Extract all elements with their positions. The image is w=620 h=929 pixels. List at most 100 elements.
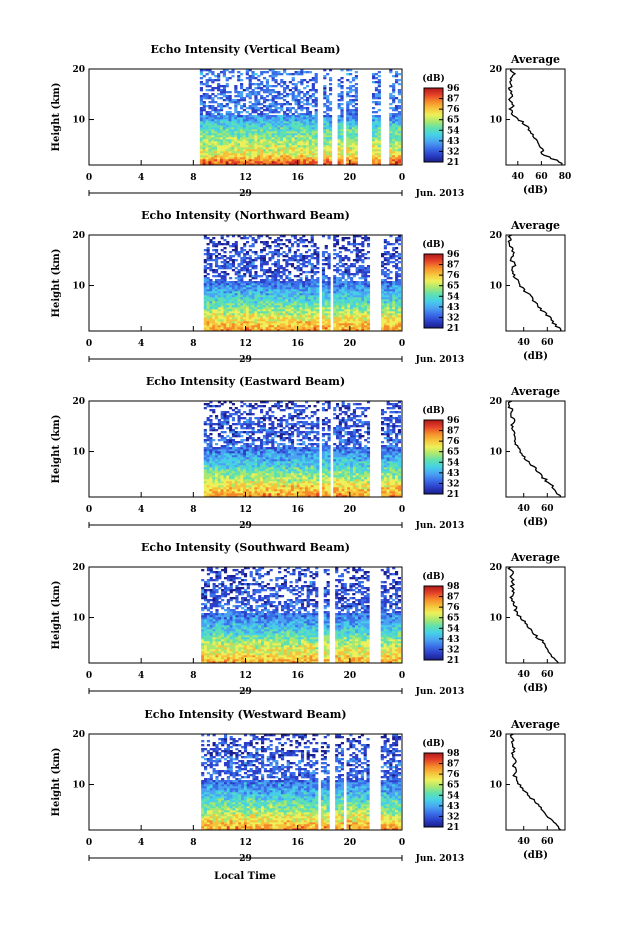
profile-title: Average [510, 219, 560, 232]
profile-x-label: (dB) [523, 850, 548, 861]
y-axis-label: Height (km) [51, 249, 62, 318]
panel-1: Echo Intensity (Vertical Beam) Height (km… [51, 43, 571, 199]
profile-x-tick-label: 40 [517, 504, 530, 514]
colorbar-tick-label: 43 [447, 635, 460, 645]
x-tick-label: 0 [86, 838, 92, 848]
profile-title: Average [510, 551, 560, 564]
heatmap-cells [199, 69, 401, 166]
x-tick-label: 20 [344, 838, 357, 848]
date-month-year: Jun. 2013 [415, 189, 465, 199]
colorbar-tick-label: 43 [447, 303, 460, 313]
colorbar-tick-label: 76 [447, 437, 460, 447]
panel-3: Echo Intensity (Eastward Beam) Height (km… [51, 375, 566, 531]
x-tick-label: 8 [190, 838, 196, 848]
colorbar-tick-label: 87 [447, 95, 460, 105]
date-month-year: Jun. 2013 [415, 355, 465, 365]
x-tick-label: 0 [399, 173, 405, 183]
y-tick-label: 10 [72, 614, 85, 624]
y-tick-label: 10 [72, 116, 85, 126]
profile-y-tick-label: 20 [489, 730, 502, 740]
panel-2: Echo Intensity (Northward Beam) Height (k… [51, 209, 566, 365]
colorbar-tick-label: 54 [447, 126, 460, 136]
profile-y-tick-label: 20 [489, 563, 502, 573]
x-tick-label: 12 [239, 505, 252, 515]
y-axis-label: Height (km) [51, 83, 62, 152]
colorbar-tick-label: 54 [447, 791, 460, 801]
x-tick-label: 0 [86, 671, 92, 681]
profile-frame [505, 400, 566, 498]
profile-line [507, 234, 562, 332]
heatmap-cells [203, 235, 401, 332]
x-tick-label: 20 [344, 339, 357, 349]
date-day: 29 [239, 521, 252, 531]
profile-frame [505, 733, 566, 831]
x-tick-label: 8 [190, 173, 196, 183]
panel-title: Echo Intensity (Vertical Beam) [150, 43, 340, 56]
y-tick-label: 20 [72, 231, 85, 241]
colorbar-unit: (dB) [422, 571, 444, 582]
colorbar-tick-label: 98 [447, 582, 460, 592]
colorbar [423, 253, 444, 329]
x-tick-label: 12 [239, 339, 252, 349]
colorbar-tick-label: 65 [447, 448, 460, 458]
profile-y-tick-label: 10 [489, 781, 502, 791]
date-month-year: Jun. 2013 [415, 521, 465, 531]
x-tick-label: 0 [399, 339, 405, 349]
x-axis-label: Local Time [214, 871, 276, 882]
colorbar-tick-label: 76 [447, 603, 460, 613]
date-day: 29 [239, 687, 252, 697]
x-tick-label: 12 [239, 671, 252, 681]
y-tick-label: 10 [72, 282, 85, 292]
profile-frame [505, 68, 566, 166]
colorbar-tick-label: 65 [447, 781, 460, 791]
y-tick-label: 10 [72, 448, 85, 458]
profile-x-tick-label: 80 [559, 172, 572, 182]
colorbar-tick-label: 54 [447, 292, 460, 302]
x-tick-label: 12 [239, 173, 252, 183]
colorbar-tick-label: 21 [447, 324, 460, 334]
colorbar-tick-label: 21 [447, 656, 460, 666]
colorbar-tick-label: 21 [447, 823, 460, 833]
y-tick-label: 20 [72, 397, 85, 407]
colorbar-tick-label: 32 [447, 147, 460, 157]
colorbar-unit: (dB) [422, 73, 444, 84]
x-tick-label: 20 [344, 671, 357, 681]
profile-x-tick-label: 60 [541, 504, 554, 514]
x-tick-label: 4 [138, 173, 144, 183]
profile-x-tick-label: 60 [541, 338, 554, 348]
profile-title: Average [510, 53, 560, 66]
profile-y-tick-label: 10 [489, 448, 502, 458]
colorbar-unit: (dB) [422, 405, 444, 416]
colorbar-unit: (dB) [422, 738, 444, 749]
colorbar [423, 419, 444, 495]
x-tick-label: 16 [291, 838, 304, 848]
panel-title: Echo Intensity (Eastward Beam) [146, 375, 345, 388]
colorbar-tick-label: 98 [447, 749, 460, 759]
x-tick-label: 12 [239, 838, 252, 848]
x-tick-label: 16 [291, 173, 304, 183]
x-tick-label: 4 [138, 505, 144, 515]
heatmap-cells [203, 401, 401, 498]
x-tick-label: 0 [399, 671, 405, 681]
colorbar-tick-label: 43 [447, 469, 460, 479]
profile-frame [505, 234, 566, 332]
heatmap-cells [201, 734, 401, 831]
y-axis-label: Height (km) [51, 415, 62, 484]
colorbar-tick-label: 87 [447, 760, 460, 770]
profile-x-tick-label: 40 [512, 172, 525, 182]
profile-line [507, 68, 563, 166]
x-tick-label: 8 [190, 505, 196, 515]
colorbar [423, 87, 444, 163]
panel-title: Echo Intensity (Southward Beam) [141, 541, 350, 554]
x-tick-label: 4 [138, 339, 144, 349]
profile-y-tick-label: 20 [489, 65, 502, 75]
colorbar-tick-label: 32 [447, 479, 460, 489]
x-tick-label: 0 [86, 339, 92, 349]
date-month-year: Jun. 2013 [415, 854, 465, 864]
colorbar-tick-label: 54 [447, 458, 460, 468]
profile-title: Average [510, 385, 560, 398]
profile-x-tick-label: 60 [535, 172, 548, 182]
x-tick-label: 16 [291, 671, 304, 681]
x-tick-label: 0 [399, 505, 405, 515]
colorbar-tick-label: 43 [447, 802, 460, 812]
